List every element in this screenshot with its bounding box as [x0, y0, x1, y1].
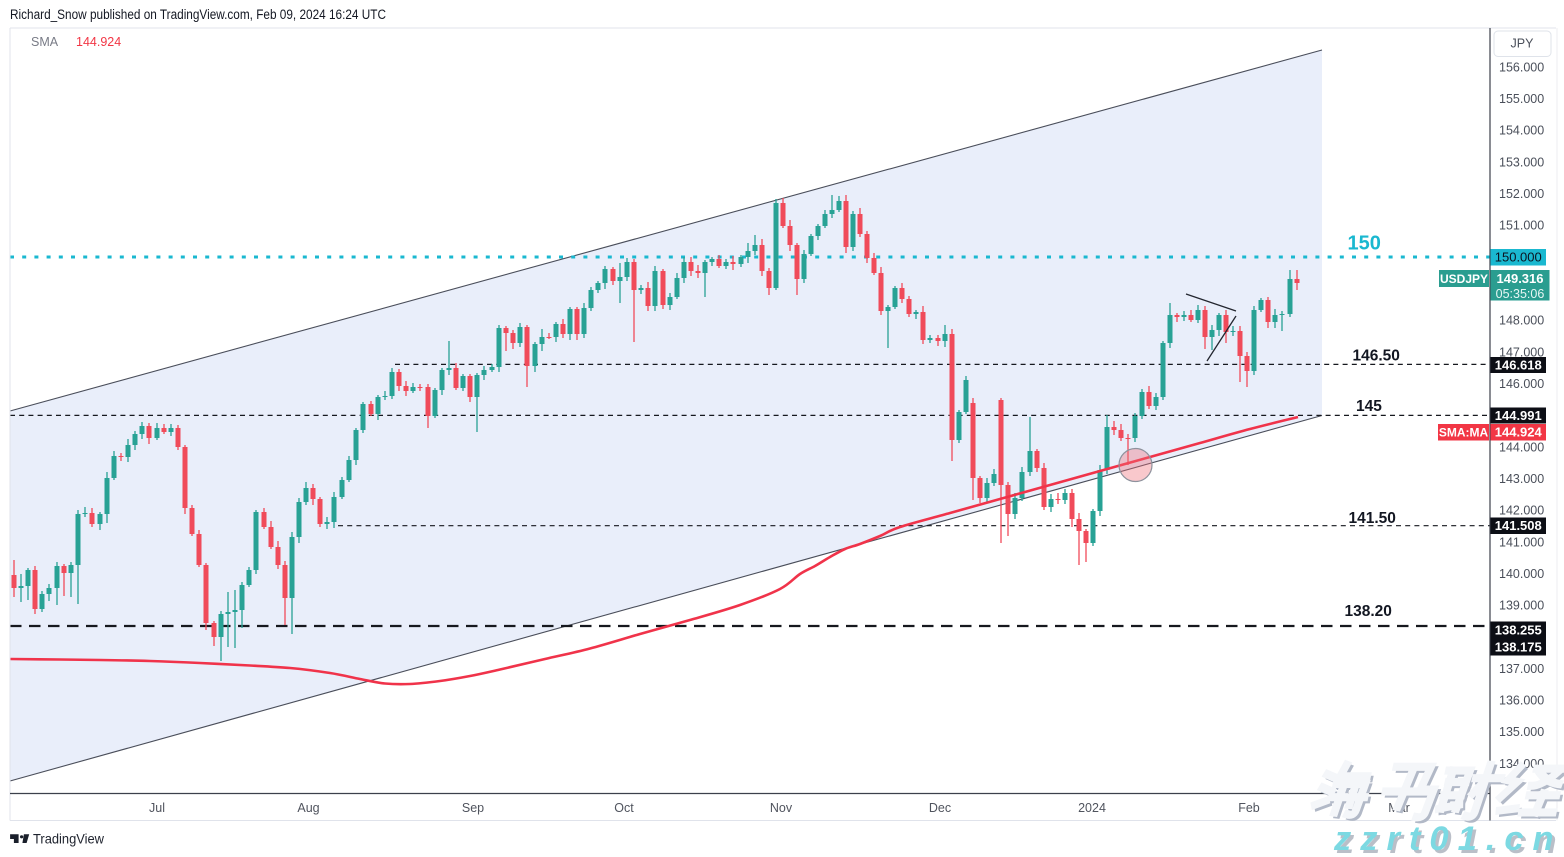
svg-text:150.000: 150.000: [1495, 250, 1542, 265]
svg-text:Sep: Sep: [462, 801, 484, 815]
svg-text:Jul: Jul: [149, 801, 165, 815]
svg-text:141.000: 141.000: [1499, 535, 1544, 549]
svg-text:145: 145: [1356, 398, 1382, 415]
svg-text:143.000: 143.000: [1499, 472, 1544, 486]
svg-text:146.50: 146.50: [1353, 348, 1400, 365]
svg-text:Oct: Oct: [614, 801, 634, 815]
svg-text:140.000: 140.000: [1499, 567, 1544, 581]
svg-text:156.000: 156.000: [1499, 60, 1544, 74]
svg-text:154.000: 154.000: [1499, 124, 1544, 138]
svg-text:SMA: SMA: [31, 35, 59, 49]
svg-text:Richard_Snow published on Trad: Richard_Snow published on TradingView.co…: [10, 7, 386, 22]
svg-text:148.000: 148.000: [1499, 314, 1544, 328]
svg-text:153.000: 153.000: [1499, 155, 1544, 169]
svg-text:Nov: Nov: [770, 801, 793, 815]
svg-text:SMA:MA: SMA:MA: [1439, 426, 1489, 440]
svg-text:136.000: 136.000: [1499, 694, 1544, 708]
svg-text:146.618: 146.618: [1495, 357, 1542, 372]
svg-text:150: 150: [1348, 233, 1381, 255]
svg-text:05:35:06: 05:35:06: [1496, 287, 1545, 301]
svg-text:Feb: Feb: [1238, 801, 1260, 815]
svg-text:141.508: 141.508: [1495, 518, 1542, 533]
svg-text:135.000: 135.000: [1499, 725, 1544, 739]
svg-text:Dec: Dec: [929, 801, 951, 815]
svg-text:151.000: 151.000: [1499, 219, 1544, 233]
svg-text:139.000: 139.000: [1499, 599, 1544, 613]
svg-text:137.000: 137.000: [1499, 662, 1544, 676]
svg-text:zzrt01.cn: zzrt01.cn: [1333, 820, 1563, 857]
svg-text:142.000: 142.000: [1499, 504, 1544, 518]
svg-text:2024: 2024: [1078, 801, 1106, 815]
svg-text:155.000: 155.000: [1499, 92, 1544, 106]
svg-text:144.924: 144.924: [1495, 425, 1543, 440]
svg-text:152.000: 152.000: [1499, 187, 1544, 201]
svg-text:144.924: 144.924: [76, 35, 121, 49]
svg-text:146.000: 146.000: [1499, 377, 1544, 391]
svg-text:144.000: 144.000: [1499, 440, 1544, 454]
svg-text:zzrt01.cn: zzrt01.cn: [1336, 823, 1564, 857]
svg-text:144.991: 144.991: [1495, 408, 1542, 423]
svg-text:138.175: 138.175: [1495, 639, 1542, 654]
svg-text:USDJPY: USDJPY: [1440, 272, 1488, 286]
svg-text:138.20: 138.20: [1345, 603, 1392, 620]
svg-text:138.255: 138.255: [1495, 622, 1542, 637]
svg-text:141.50: 141.50: [1349, 510, 1396, 527]
svg-text:JPY: JPY: [1511, 37, 1535, 51]
svg-text:TradingView: TradingView: [33, 831, 105, 847]
svg-text:149.316: 149.316: [1497, 271, 1544, 286]
svg-text:147.000: 147.000: [1499, 345, 1544, 359]
svg-text:Aug: Aug: [297, 801, 319, 815]
